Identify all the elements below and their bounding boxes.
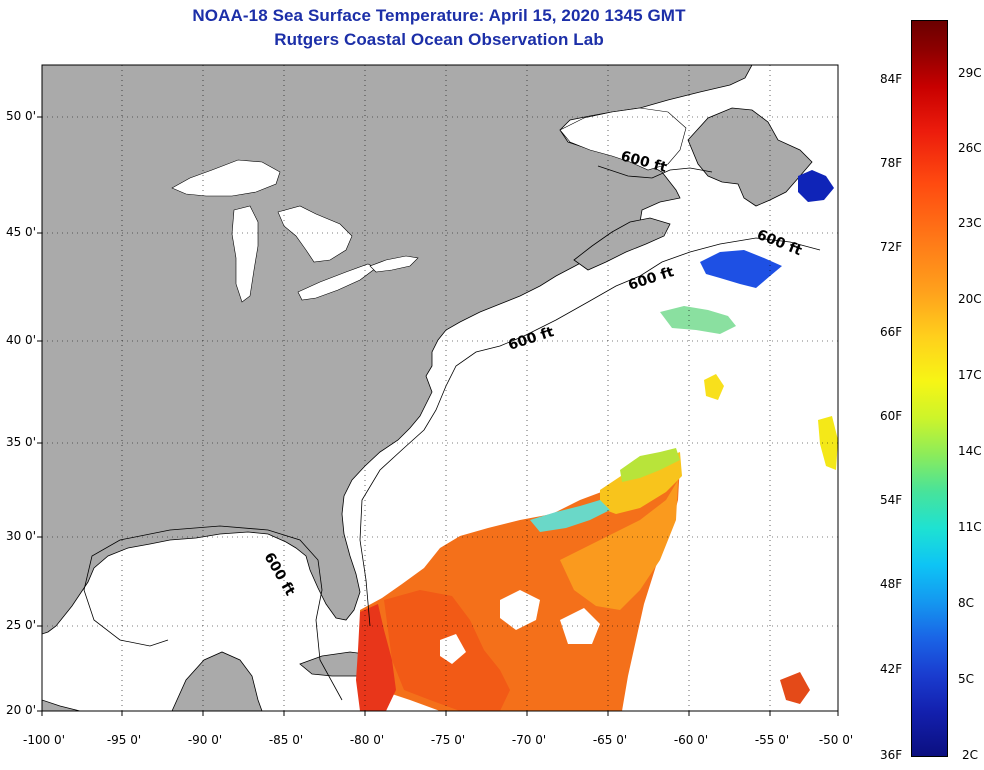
nova-scotia-land — [573, 217, 671, 271]
yucatan-land — [171, 651, 263, 711]
colorbar-f-label: 72F — [880, 240, 903, 254]
colorbar-c-label: 26C — [958, 141, 982, 155]
lon-label: -85 0' — [268, 733, 304, 747]
colorbar-c-label: 2C — [962, 748, 979, 762]
colorbar-c-label: 23C — [958, 216, 982, 230]
lon-label: -55 0' — [754, 733, 790, 747]
lake-ontario — [369, 255, 419, 273]
central-america-land — [42, 699, 81, 711]
lon-label: -90 0' — [187, 733, 223, 747]
colorbar-c-label: 8C — [958, 596, 975, 610]
lake-huron — [277, 205, 353, 263]
colorbar-f-label: 48F — [880, 577, 903, 591]
lon-label: -80 0' — [349, 733, 385, 747]
colorbar-c-label: 14C — [958, 444, 982, 458]
lon-label: -95 0' — [106, 733, 142, 747]
lat-label: 35 0' — [5, 435, 36, 449]
lat-label: 30 0' — [5, 529, 36, 543]
colorbar-f-label: 54F — [880, 493, 903, 507]
newfoundland-land — [687, 107, 813, 207]
lon-label: -65 0' — [592, 733, 628, 747]
lat-label: 50 0' — [5, 109, 36, 123]
colorbar-f-label: 78F — [880, 156, 903, 170]
lake-erie — [297, 263, 377, 301]
colorbar-c-label: 17C — [958, 368, 982, 382]
map-subtitle: Rutgers Coastal Ocean Observation Lab — [274, 30, 604, 49]
colorbar-c-label: 11C — [958, 520, 982, 534]
sst-data — [356, 170, 838, 711]
lat-label: 20 0' — [5, 703, 36, 717]
gulf-st-lawrence — [559, 107, 687, 171]
lon-label: -100 0' — [23, 733, 65, 747]
lon-label: -60 0' — [673, 733, 709, 747]
lake-superior — [171, 159, 281, 197]
colorbar-c-label: 29C — [958, 66, 982, 80]
colorbar-c-label: 20C — [958, 292, 982, 306]
colorbar-f-label: 84F — [880, 72, 903, 86]
lat-label: 45 0' — [5, 225, 36, 239]
lon-label: -75 0' — [430, 733, 466, 747]
lat-label: 25 0' — [5, 618, 36, 632]
lake-michigan — [231, 205, 259, 303]
600ft-contours — [83, 165, 821, 701]
temperature-colorbar — [911, 20, 948, 757]
lon-label: -50 0' — [818, 733, 854, 747]
colorbar-c-label: 5C — [958, 672, 975, 686]
colorbar-f-label: 66F — [880, 325, 903, 339]
colorbar-f-label: 36F — [880, 748, 903, 762]
colorbar-f-label: 42F — [880, 662, 903, 676]
lat-label: 40 0' — [5, 333, 36, 347]
lon-label: -70 0' — [511, 733, 547, 747]
map-title: NOAA-18 Sea Surface Temperature: April 1… — [192, 6, 686, 25]
tick-marks — [37, 116, 839, 716]
colorbar-f-label: 60F — [880, 409, 903, 423]
plot-frame — [41, 64, 839, 712]
